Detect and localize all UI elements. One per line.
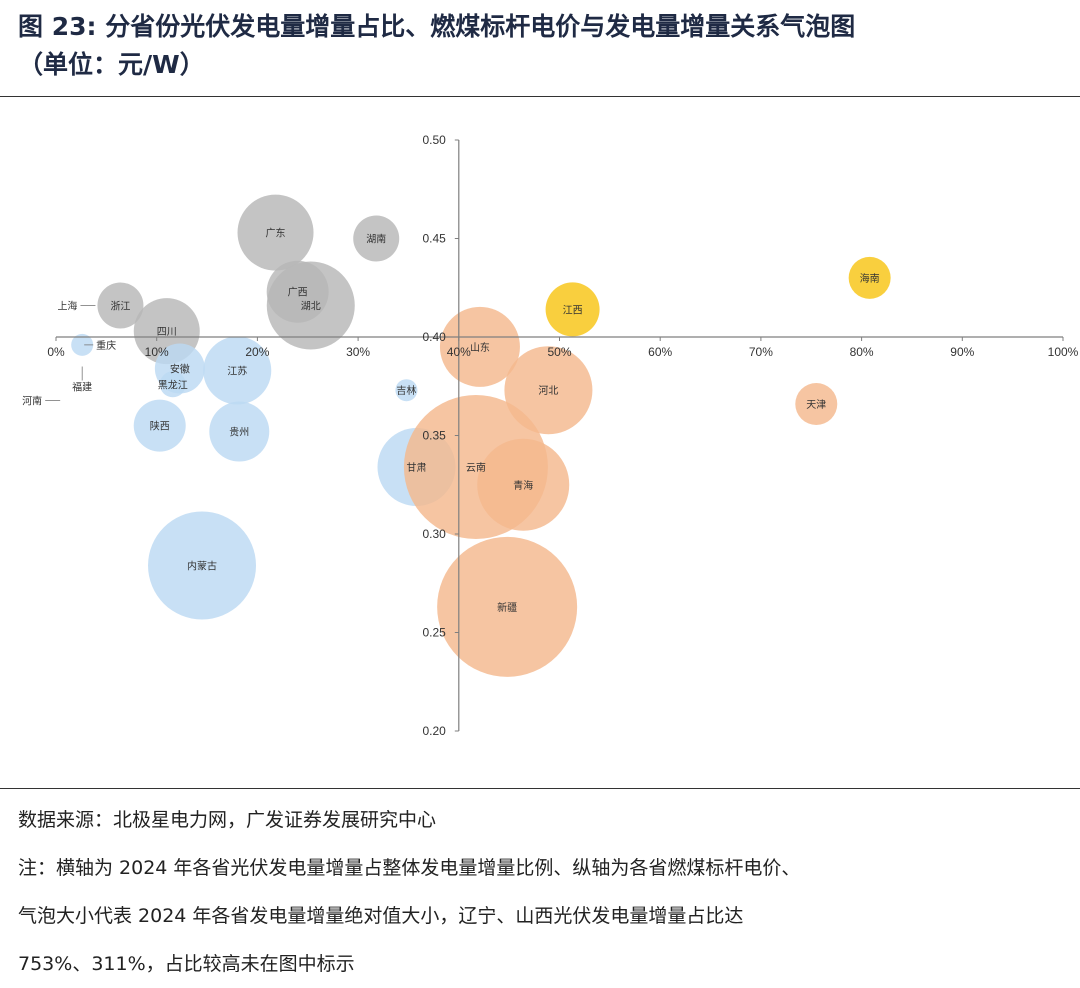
x-tick-label: 90% bbox=[950, 345, 974, 359]
bubbles bbox=[71, 194, 891, 677]
y-tick-label: 0.30 bbox=[422, 527, 446, 541]
bubble-海南 bbox=[848, 256, 891, 299]
bubble-天津 bbox=[795, 382, 838, 425]
bubble-label: 广西 bbox=[288, 287, 308, 299]
bubble-吉林 bbox=[395, 379, 418, 402]
bubble-label: 重庆 bbox=[96, 339, 116, 352]
bubble-label: 山东 bbox=[470, 341, 490, 354]
x-tick-label: 40% bbox=[447, 345, 471, 359]
title-block: 图 23: 分省份光伏发电量增量占比、燃煤标杆电价与发电量增量关系气泡图 （单位… bbox=[18, 8, 1068, 84]
bubble-label: 黑龙江 bbox=[158, 378, 188, 391]
x-tick-label: 60% bbox=[648, 345, 672, 359]
bubble-label: 江西 bbox=[563, 304, 583, 316]
bubble-label: 广东 bbox=[266, 227, 286, 240]
note-line-2: 气泡大小代表 2024 年各省发电量增量绝对值大小，辽宁、山西光伏发电量增量占比… bbox=[18, 905, 744, 927]
x-tick-label: 80% bbox=[850, 345, 874, 359]
bubble-label: 河北 bbox=[538, 385, 558, 397]
bubble-贵州 bbox=[209, 401, 270, 462]
callout-label: 河南 bbox=[22, 395, 42, 408]
bubble-label: 贵州 bbox=[229, 426, 249, 439]
note-line-3: 753%、311%，占比较高未在图中标示 bbox=[18, 953, 355, 975]
bubble-新疆 bbox=[437, 536, 578, 677]
x-tick-label: 20% bbox=[245, 345, 269, 359]
bubble-河北 bbox=[504, 346, 593, 435]
x-tick-label: 30% bbox=[346, 345, 370, 359]
bubble-山东 bbox=[439, 306, 520, 387]
bubble-label: 内蒙古 bbox=[187, 560, 217, 573]
bubble-江西 bbox=[545, 282, 600, 337]
y-tick-label: 0.50 bbox=[422, 133, 446, 147]
x-tick-label: 70% bbox=[749, 345, 773, 359]
top-rule bbox=[0, 96, 1080, 97]
bubble-浙江 bbox=[97, 282, 144, 329]
bubble-label: 海南 bbox=[860, 272, 880, 285]
bubble-广东 bbox=[237, 194, 314, 271]
bubble-label: 吉林 bbox=[396, 384, 416, 397]
y-tick-label: 0.35 bbox=[422, 429, 446, 443]
chart-title: 图 23: 分省份光伏发电量增量占比、燃煤标杆电价与发电量增量关系气泡图 bbox=[18, 8, 1068, 46]
y-tick-label: 0.45 bbox=[422, 232, 446, 246]
bubble-label: 天津 bbox=[806, 399, 826, 411]
bubble-label: 湖南 bbox=[366, 233, 386, 246]
bubble-内蒙古 bbox=[148, 511, 257, 620]
footer: 数据来源：北极星电力网，广发证券发展研究中心 注：横轴为 2024 年各省光伏发… bbox=[18, 796, 1068, 988]
bubble-label: 江苏 bbox=[227, 364, 247, 377]
bubble-chart: 0% 10% 20% 30% 40% 50% 60% 70% 80% 90% 100% 0.20 0.2… bbox=[22, 133, 1079, 738]
bubble-黑龙江 bbox=[159, 371, 186, 398]
x-tick-label: 10% bbox=[145, 345, 169, 359]
bubble-label: 福建 bbox=[72, 381, 92, 394]
bubble-label: 湖北 bbox=[301, 300, 321, 312]
bubble-label: 安徽 bbox=[170, 363, 190, 376]
x-tick-label: 50% bbox=[547, 345, 571, 359]
y-tick-label: 0.25 bbox=[422, 626, 446, 640]
bubble-湖北 bbox=[266, 261, 355, 350]
bubble-重庆 bbox=[71, 333, 94, 356]
bubble-陕西 bbox=[133, 399, 186, 452]
bubble-label: 陕西 bbox=[150, 420, 170, 433]
bubble-江苏 bbox=[203, 336, 272, 405]
bottom-rule bbox=[0, 788, 1080, 789]
source-note: 数据来源：北极星电力网，广发证券发展研究中心 bbox=[18, 809, 437, 831]
y-tick-label: 0.20 bbox=[422, 724, 446, 738]
bubble-label: 新疆 bbox=[497, 601, 517, 614]
bubble-青海 bbox=[477, 438, 570, 531]
figure-number: 23: bbox=[51, 12, 97, 41]
figure-title-text: 分省份光伏发电量增量占比、燃煤标杆电价与发电量增量关系气泡图 bbox=[105, 12, 856, 41]
bubble-湖南 bbox=[353, 215, 400, 262]
x-tick-label: 100% bbox=[1048, 345, 1079, 359]
note-line-1: 注：横轴为 2024 年各省光伏发电量增量占整体发电量增量比例、纵轴为各省燃煤标… bbox=[18, 857, 801, 879]
x-tick-label: 0% bbox=[47, 345, 65, 359]
bubble-label: 青海 bbox=[513, 479, 533, 492]
callout-label: 上海 bbox=[57, 299, 77, 312]
bubble-label: 浙江 bbox=[110, 300, 130, 312]
bubble-label: 四川 bbox=[157, 327, 177, 338]
figure-prefix: 图 bbox=[18, 12, 44, 41]
bubble-label: 云南 bbox=[466, 461, 486, 474]
y-tick-label: 0.40 bbox=[422, 330, 446, 344]
bubble-label: 甘肃 bbox=[407, 461, 427, 474]
chart-unit: （单位：元/W） bbox=[18, 50, 205, 79]
